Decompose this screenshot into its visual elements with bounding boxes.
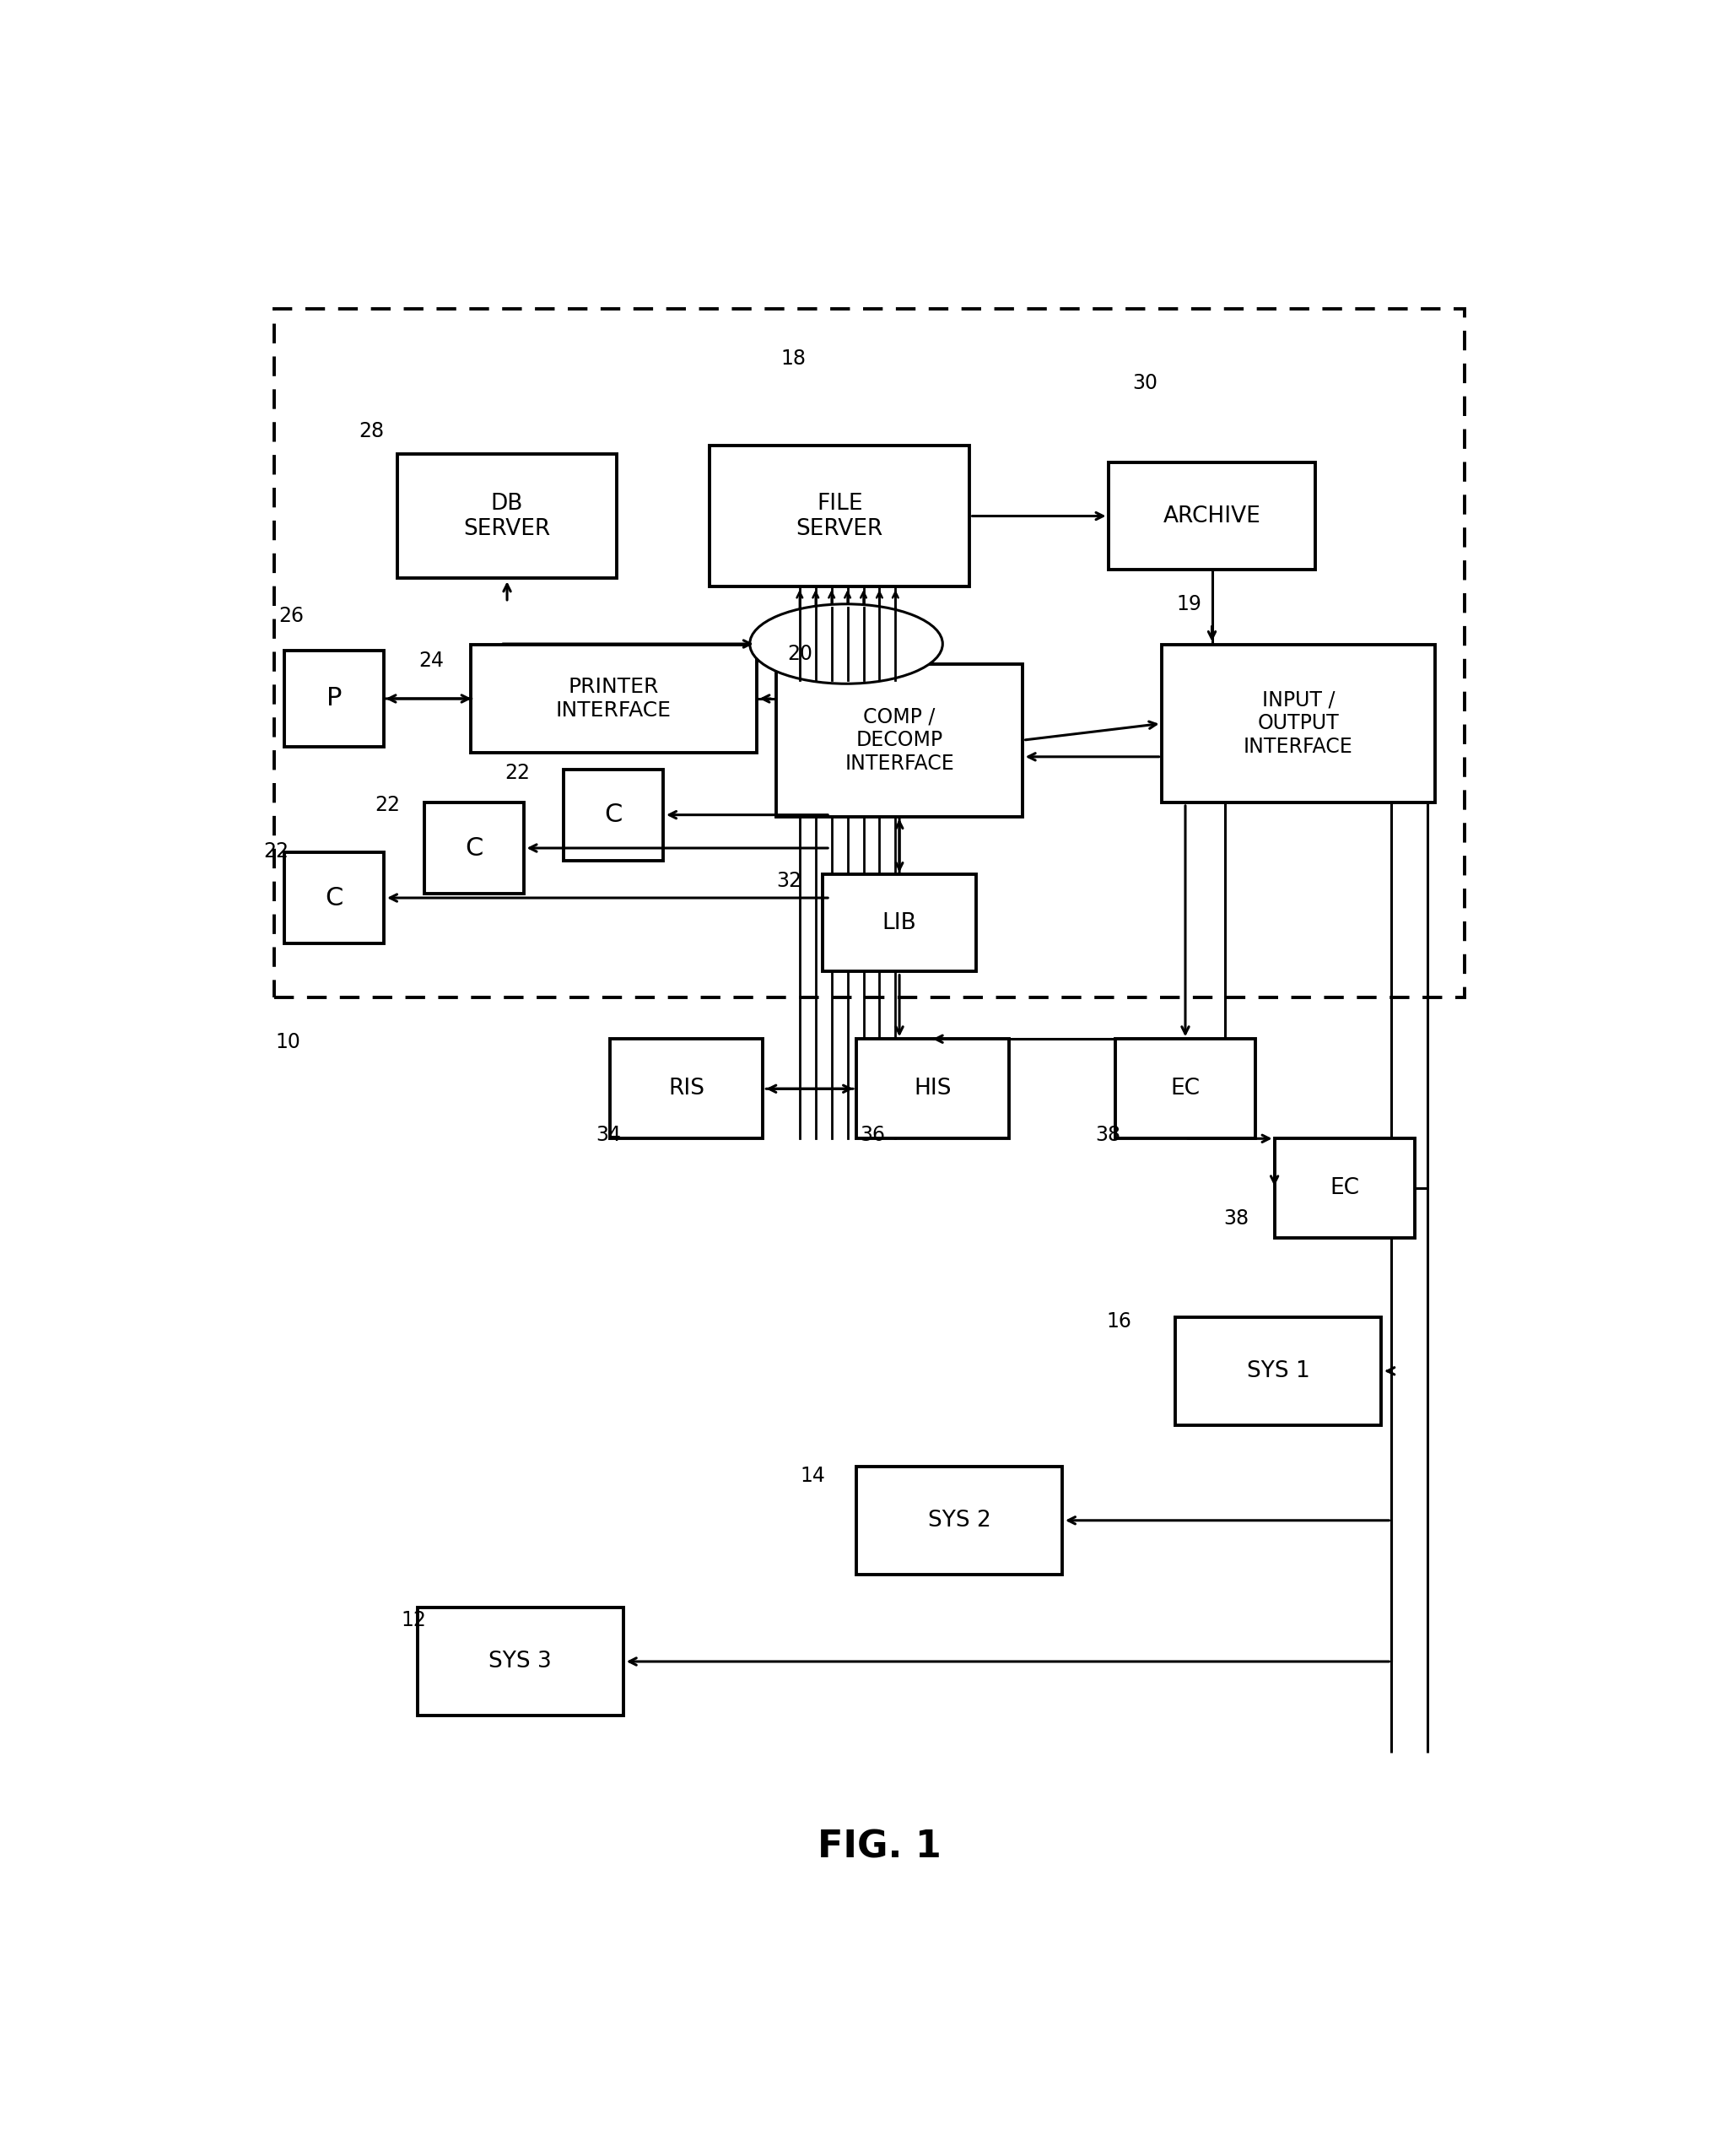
Bar	[856, 1466, 1062, 1574]
Bar	[563, 770, 664, 860]
Text: SYS 1: SYS 1	[1248, 1360, 1309, 1382]
Text: LIB: LIB	[882, 912, 916, 934]
Text: 34: 34	[595, 1125, 621, 1145]
Text: ARCHIVE: ARCHIVE	[1163, 505, 1261, 526]
Text: HIS: HIS	[915, 1078, 951, 1100]
Text: COMP /
DECOMP
INTERFACE: COMP / DECOMP INTERFACE	[844, 707, 954, 774]
Bar	[776, 664, 1023, 817]
Bar	[1175, 1317, 1381, 1425]
Bar	[417, 1608, 623, 1716]
Text: EC: EC	[1330, 1177, 1359, 1199]
Text: INPUT /
OUTPUT
INTERFACE: INPUT / OUTPUT INTERFACE	[1244, 690, 1354, 757]
Text: SYS 2: SYS 2	[928, 1509, 990, 1531]
Text: 38: 38	[1224, 1207, 1249, 1229]
Bar	[275, 308, 1465, 998]
Text: DB
SERVER: DB SERVER	[463, 492, 551, 539]
Text: FILE
SERVER: FILE SERVER	[796, 492, 884, 539]
Bar	[1275, 1138, 1414, 1238]
Text: 22: 22	[505, 763, 530, 783]
Text: 26: 26	[280, 606, 304, 625]
Text: 12: 12	[402, 1611, 427, 1630]
Text: 10: 10	[275, 1033, 300, 1052]
Ellipse shape	[750, 604, 942, 683]
Text: 28: 28	[359, 420, 384, 442]
Text: EC: EC	[1170, 1078, 1199, 1100]
Text: 32: 32	[776, 871, 801, 890]
Bar	[824, 875, 976, 970]
Text: SYS 3: SYS 3	[489, 1651, 553, 1673]
Text: FIG. 1: FIG. 1	[817, 1828, 942, 1865]
Text: 14: 14	[800, 1466, 825, 1485]
Bar	[611, 1039, 764, 1138]
Bar	[1162, 645, 1435, 802]
Bar	[398, 453, 616, 578]
Text: C: C	[324, 886, 343, 910]
Bar	[285, 651, 384, 746]
Text: 24: 24	[419, 651, 444, 671]
Text: P: P	[326, 686, 341, 711]
Text: 19: 19	[1177, 593, 1201, 614]
Bar	[470, 645, 757, 752]
Text: 16: 16	[1107, 1311, 1131, 1330]
Text: 20: 20	[788, 645, 812, 664]
Text: 30: 30	[1133, 373, 1158, 392]
Text: 22: 22	[263, 841, 288, 862]
Text: C: C	[604, 802, 623, 828]
Bar	[424, 802, 523, 895]
Text: 22: 22	[374, 796, 400, 815]
Text: 38: 38	[1095, 1125, 1121, 1145]
Bar	[285, 852, 384, 944]
Text: 36: 36	[860, 1125, 885, 1145]
Bar	[710, 446, 970, 586]
Text: PRINTER
INTERFACE: PRINTER INTERFACE	[556, 677, 671, 720]
Text: RIS: RIS	[669, 1078, 705, 1100]
Text: C: C	[465, 837, 482, 860]
Text: 18: 18	[781, 349, 805, 369]
Bar	[1115, 1039, 1254, 1138]
Bar	[856, 1039, 1009, 1138]
Bar	[1109, 461, 1314, 569]
